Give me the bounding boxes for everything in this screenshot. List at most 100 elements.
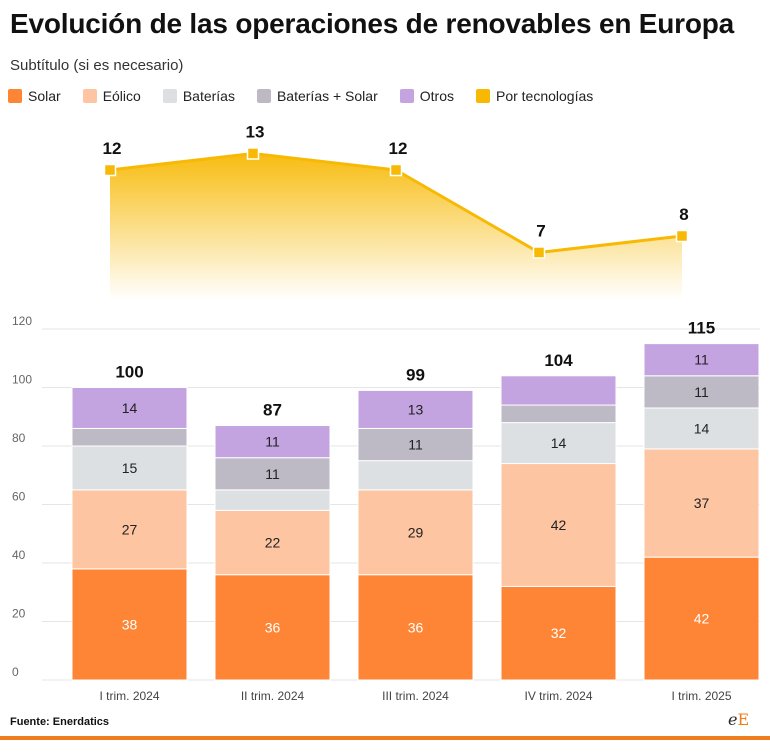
- bar-segment: [214, 457, 331, 491]
- legend-item-solar: Solar: [8, 88, 61, 104]
- bar-segment: [357, 460, 474, 491]
- y-tick-label: 120: [12, 314, 32, 328]
- bar-data-label: 22: [265, 535, 281, 551]
- legend-swatch-eolico: [82, 89, 97, 103]
- bar-total-label: 104: [544, 351, 573, 370]
- bar-segment: [71, 427, 188, 447]
- bar-segment: [71, 387, 188, 429]
- legend-swatch-por-tecnologias: [475, 89, 490, 103]
- bar-segment: [214, 574, 331, 681]
- chart-title: Evolución de las operaciones de renovabl…: [10, 8, 735, 39]
- bar-segment: [500, 463, 617, 587]
- bar-data-label: 36: [265, 619, 281, 635]
- x-tick-label: II trim. 2024: [241, 689, 305, 703]
- bar-data-label: 36: [408, 619, 424, 635]
- legend-label-otros: Otros: [419, 88, 454, 104]
- bar-segment: [71, 445, 188, 491]
- bar-data-label: 38: [122, 616, 138, 632]
- bar-data-label: 13: [408, 401, 424, 417]
- area-fill: [110, 153, 682, 300]
- logo-letter-E: E: [737, 710, 750, 729]
- bar-data-label: 11: [694, 384, 709, 400]
- area-point: [532, 246, 546, 259]
- brand-logo: eE: [728, 710, 749, 729]
- bar-segment: [643, 343, 760, 377]
- bar-total-label: 100: [115, 363, 143, 382]
- bar-data-label: 11: [694, 352, 709, 368]
- bar-segment: [643, 375, 760, 409]
- bar-data-label: 42: [551, 517, 567, 533]
- bar-segment: [500, 375, 617, 406]
- chart-canvas: 12 13 12 7 8 0 20 40 60 80 100 120 38 27 15 14 100 I tr…: [12, 123, 760, 703]
- bar-segment: [214, 509, 331, 576]
- y-tick-label: 60: [12, 490, 26, 504]
- bar-segment: [214, 489, 331, 511]
- legend-item-baterias: Baterías: [162, 88, 235, 104]
- x-tick-label: III trim. 2024: [382, 689, 449, 703]
- legend-label-eolico: Eólico: [102, 88, 141, 104]
- x-tick-label: IV trim. 2024: [524, 689, 592, 703]
- bar-segment: [71, 568, 188, 681]
- bar-segment: [500, 585, 617, 681]
- legend-item-por-tecnologias: Por tecnologías: [475, 88, 594, 104]
- bar-data-label: 37: [694, 495, 710, 511]
- bar-data-label: 14: [694, 420, 710, 436]
- bar-data-label: 11: [265, 434, 280, 450]
- legend-label-baterias: Baterías: [182, 88, 235, 104]
- bar-segment: [357, 489, 474, 576]
- bar-chart: 38 27 15 14 100 I trim. 2024 36 22 11 11 87 II trim…: [71, 319, 760, 703]
- legend-swatch-baterias-solar: [256, 89, 271, 103]
- chart-subtitle: Subtítulo (si es necesario): [10, 57, 184, 74]
- bar-data-label: 27: [122, 521, 138, 537]
- area-data-label: 12: [389, 139, 408, 158]
- area-data-label: 7: [536, 222, 545, 241]
- x-tick-label: I trim. 2024: [99, 689, 159, 703]
- y-tick-label: 40: [12, 548, 26, 562]
- area-data-label: 12: [103, 139, 122, 158]
- legend-label-por-tecnologias: Por tecnologías: [495, 88, 594, 104]
- area-chart: 12 13 12 7 8: [103, 123, 689, 300]
- source-note: Fuente: Enerdatics: [10, 716, 110, 728]
- y-tick-label: 0: [12, 665, 19, 679]
- bar-segment: [643, 556, 760, 681]
- legend-item-eolico: Eólico: [82, 88, 141, 104]
- bar-data-label: 15: [122, 460, 138, 476]
- area-data-label: 13: [246, 123, 265, 142]
- y-tick-label: 80: [12, 431, 26, 445]
- bar-segment: [357, 389, 474, 429]
- area-point: [246, 147, 260, 160]
- bar-data-label: 42: [694, 611, 710, 627]
- bar-total-label: 99: [406, 365, 425, 384]
- bar-total-label: 87: [263, 401, 282, 420]
- logo-letter-e: e: [728, 710, 738, 729]
- area-point: [389, 163, 403, 177]
- bar-segment: [643, 407, 760, 450]
- legend: Solar Eólico Baterías Baterías + Solar O…: [8, 88, 615, 104]
- area-point: [675, 229, 689, 243]
- legend-item-otros: Otros: [399, 88, 454, 104]
- bar-data-label: 14: [551, 435, 567, 451]
- bar-segment: [357, 574, 474, 681]
- area-data-label: 8: [679, 205, 688, 224]
- bar-segment: [214, 425, 331, 459]
- bar-segment: [71, 489, 188, 570]
- bar-segment: [500, 404, 617, 424]
- legend-swatch-baterias: [162, 89, 177, 103]
- legend-swatch-otros: [399, 89, 414, 103]
- bar-data-label: 14: [122, 400, 138, 416]
- footer-divider: [0, 736, 770, 740]
- bar-total-label: 115: [688, 319, 715, 338]
- bar-segment: [357, 427, 474, 462]
- x-tick-label: I trim. 2025: [671, 689, 731, 703]
- y-tick-label: 100: [12, 373, 32, 387]
- bar-data-label: 32: [551, 625, 567, 641]
- y-tick-label: 20: [12, 607, 26, 621]
- legend-item-baterias-solar: Baterías + Solar: [256, 88, 378, 104]
- bar-data-label: 11: [408, 437, 423, 453]
- bar-data-label: 29: [408, 524, 424, 540]
- bar-segment: [643, 448, 760, 558]
- area-point: [103, 163, 117, 177]
- legend-swatch-solar: [8, 89, 22, 103]
- bar-data-label: 11: [265, 466, 280, 482]
- legend-label-baterias-solar: Baterías + Solar: [276, 88, 378, 104]
